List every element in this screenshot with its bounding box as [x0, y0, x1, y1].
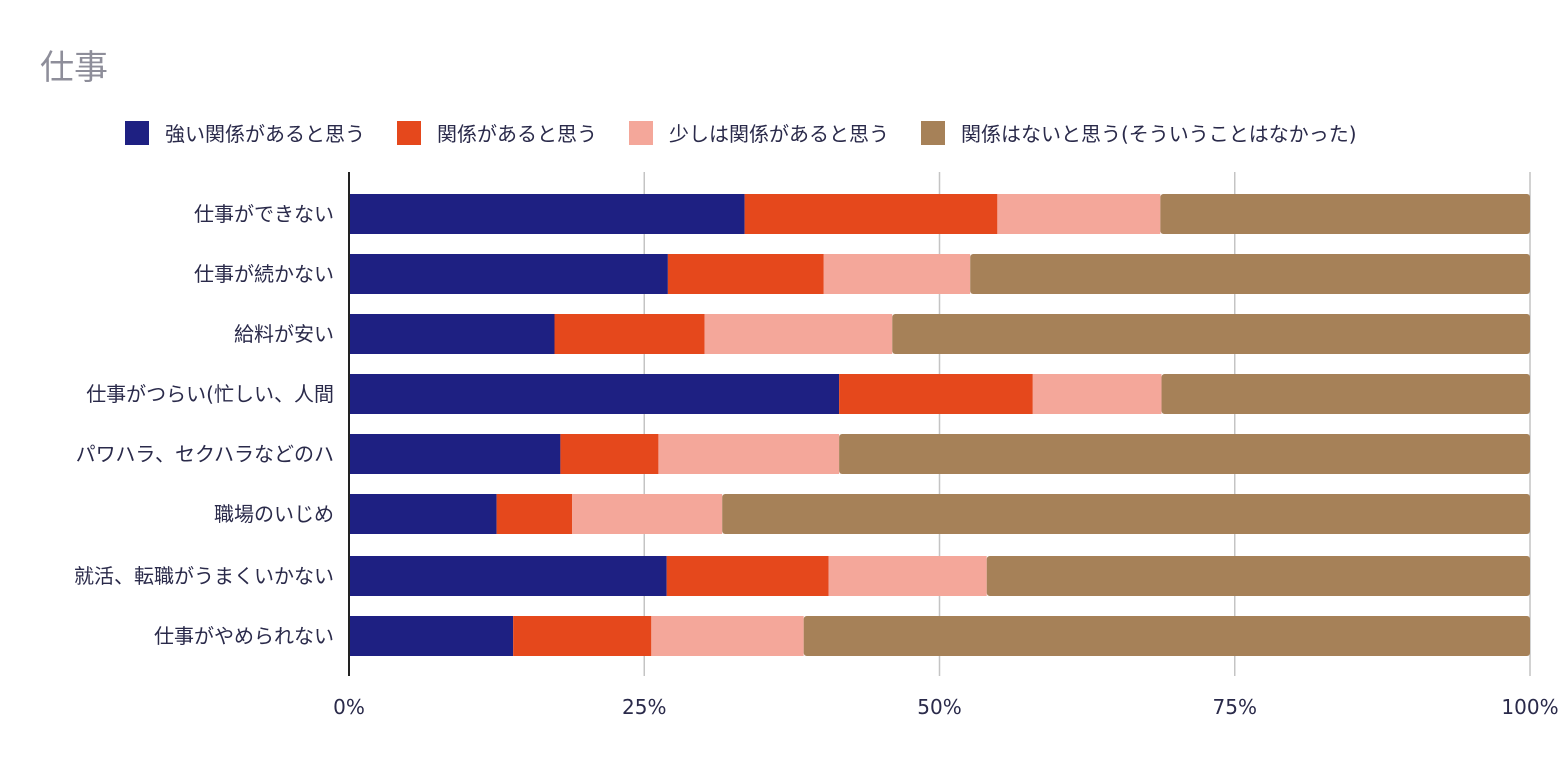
bar-segment	[349, 556, 667, 596]
legend-swatch-related	[397, 120, 421, 145]
bar-segment	[349, 494, 497, 534]
legend-label-related: 関係があると思う	[437, 122, 597, 146]
category-label: 給料が安い	[234, 322, 334, 346]
chart-title: 仕事	[40, 48, 108, 88]
x-tick-label: 50%	[917, 695, 961, 719]
bar-segment	[349, 314, 555, 354]
category-label: 就活、転職がうまくいかない	[74, 564, 334, 588]
bar-segment	[1032, 374, 1162, 414]
legend-item-slightly[interactable]: 少しは関係があると思う	[629, 118, 889, 147]
legend-label-slightly: 少しは関係があると思う	[669, 122, 889, 146]
bar-segment	[554, 314, 705, 354]
bar-segment	[892, 314, 1530, 354]
bar-segment	[986, 556, 1530, 596]
bar-segment	[1160, 194, 1530, 234]
x-tick-label: 0%	[333, 695, 365, 719]
bar-segment	[349, 374, 840, 414]
bar-segment	[560, 434, 659, 474]
bar-segment	[970, 254, 1530, 294]
legend-label-strong: 強い関係があると思う	[165, 122, 365, 146]
bar-segment	[349, 434, 561, 474]
bar-segment	[803, 616, 1530, 656]
legend-label-none: 関係はないと思う(そういうことはなかった)	[961, 122, 1357, 146]
x-tick-label: 100%	[1501, 695, 1558, 719]
category-label: 仕事がやめられない	[154, 624, 334, 648]
bar-segment	[666, 556, 829, 596]
bar-segment	[839, 434, 1530, 474]
bar-segment	[513, 616, 652, 656]
category-label: パワハラ、セクハラなどのハ	[76, 442, 334, 466]
legend: 強い関係があると思う 関係があると思う 少しは関係があると思う 関係はないと思う…	[125, 118, 1389, 147]
legend-swatch-strong	[125, 120, 149, 145]
bar-segment	[722, 494, 1530, 534]
bar-segment	[349, 194, 745, 234]
legend-item-strong[interactable]: 強い関係があると思う	[125, 118, 365, 147]
category-label: 仕事ができない	[194, 202, 334, 226]
x-tick-label: 75%	[1213, 695, 1257, 719]
bar-segment	[572, 494, 723, 534]
legend-swatch-slightly	[629, 120, 653, 145]
category-label: 仕事が続かない	[194, 262, 334, 286]
bar-segment	[349, 254, 668, 294]
bar-segment	[658, 434, 840, 474]
x-tick-label: 25%	[622, 695, 666, 719]
bar-segment	[839, 374, 1033, 414]
legend-swatch-none	[921, 120, 945, 145]
bar-segment	[1161, 374, 1530, 414]
bar-segment	[704, 314, 893, 354]
category-label: 仕事がつらい(忙しい、人間	[86, 382, 334, 406]
legend-item-none[interactable]: 関係はないと思う(そういうことはなかった)	[921, 118, 1357, 147]
category-label: 職場のいじめ	[214, 502, 334, 526]
bar-segment	[744, 194, 998, 234]
bar-segment	[349, 616, 514, 656]
bar-segment	[997, 194, 1161, 234]
bar-segment	[496, 494, 573, 534]
bar-segment	[651, 616, 804, 656]
bar-segment	[823, 254, 971, 294]
bar-segment	[828, 556, 987, 596]
legend-item-related[interactable]: 関係があると思う	[397, 118, 597, 147]
bar-segment	[667, 254, 824, 294]
